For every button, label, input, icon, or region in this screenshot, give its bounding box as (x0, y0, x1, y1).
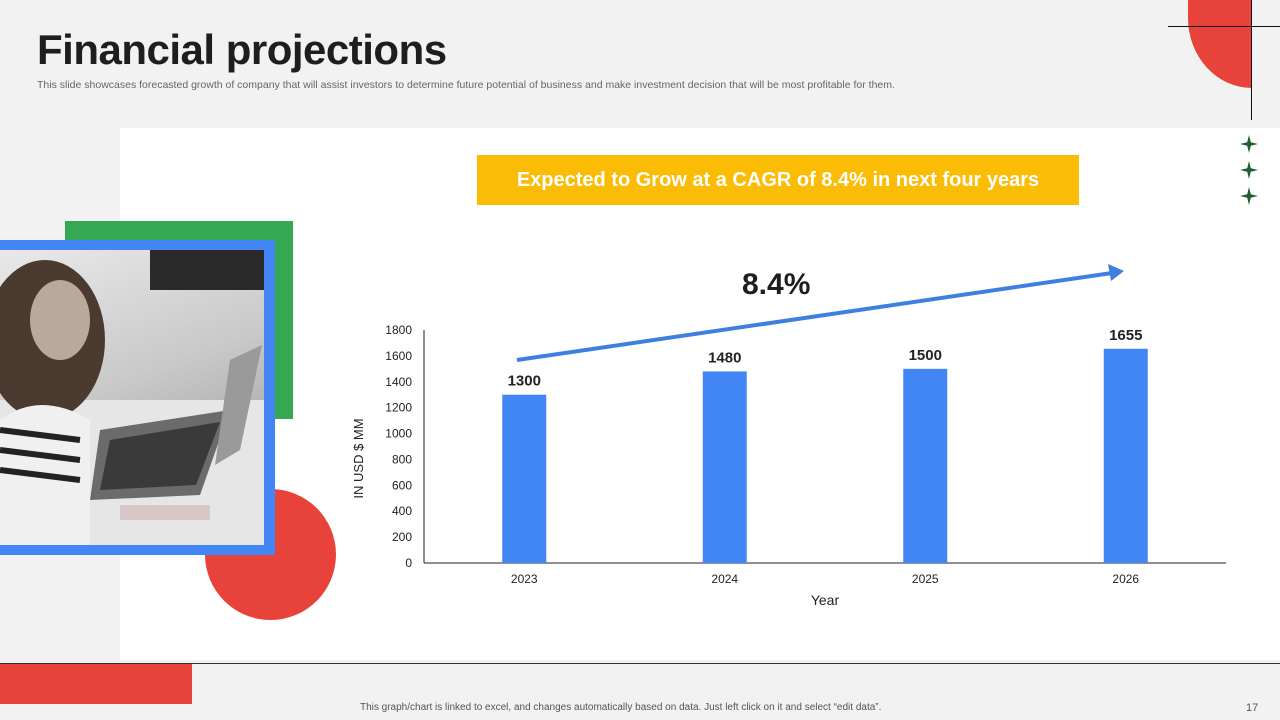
bar-2026 (1103, 348, 1148, 563)
y-tick-label: 400 (392, 504, 412, 518)
y-tick-label: 600 (392, 478, 412, 492)
y-axis-label: IN USD $ MM (351, 418, 366, 498)
y-axis-ticks: 0 200 400 600 800 1000 1200 1400 1600 1800 (385, 323, 412, 570)
data-label-2023: 1300 (508, 373, 541, 390)
x-axis-label: Year (811, 592, 840, 608)
x-tick-label: 2025 (912, 572, 939, 586)
page-number: 17 (1246, 702, 1259, 714)
x-axis-ticks: 2023 2024 2025 2026 (511, 572, 1140, 586)
cagr-banner: Expected to Grow at a CAGR of 8.4% in ne… (477, 155, 1079, 205)
cagr-growth-label: 8.4% (742, 268, 811, 301)
corner-line-horizontal (1168, 26, 1280, 27)
bar-chart: 0 200 400 600 800 1000 1200 1400 1600 1800 1300 14… (351, 323, 1226, 608)
star-icon (1240, 135, 1258, 153)
y-tick-label: 1200 (385, 401, 412, 415)
x-tick-label: 2023 (511, 572, 538, 586)
bar-2023 (502, 394, 547, 563)
footer-red-block (0, 664, 192, 704)
y-tick-label: 200 (392, 530, 412, 544)
data-label-2026: 1655 (1109, 327, 1142, 344)
y-tick-label: 1600 (385, 349, 412, 363)
y-tick-label: 1400 (385, 375, 412, 389)
y-tick-label: 1800 (385, 323, 412, 337)
bars: 1300 1480 1500 1655 (502, 327, 1148, 563)
growth-arrow (516, 271, 1113, 362)
y-tick-label: 800 (392, 452, 412, 466)
star-icon (1240, 161, 1258, 179)
growth-arrow-head (1108, 264, 1124, 281)
corner-line-vertical (1251, 0, 1252, 120)
data-label-2025: 1500 (909, 347, 942, 364)
y-tick-label: 0 (405, 556, 412, 570)
footer-note: This graph/chart is linked to excel, and… (360, 702, 882, 713)
footer-divider (0, 663, 1280, 664)
page-subtitle: This slide showcases forecasted growth o… (37, 79, 895, 91)
y-tick-label: 1000 (385, 427, 412, 441)
photo-woman-laptop (0, 250, 264, 545)
bar-2024 (702, 371, 747, 563)
page-title: Financial projections (37, 26, 447, 73)
x-tick-label: 2024 (711, 572, 738, 586)
x-tick-label: 2026 (1112, 572, 1139, 586)
bar-2025 (903, 368, 948, 563)
data-label-2024: 1480 (708, 349, 741, 366)
star-icon (1240, 187, 1258, 205)
